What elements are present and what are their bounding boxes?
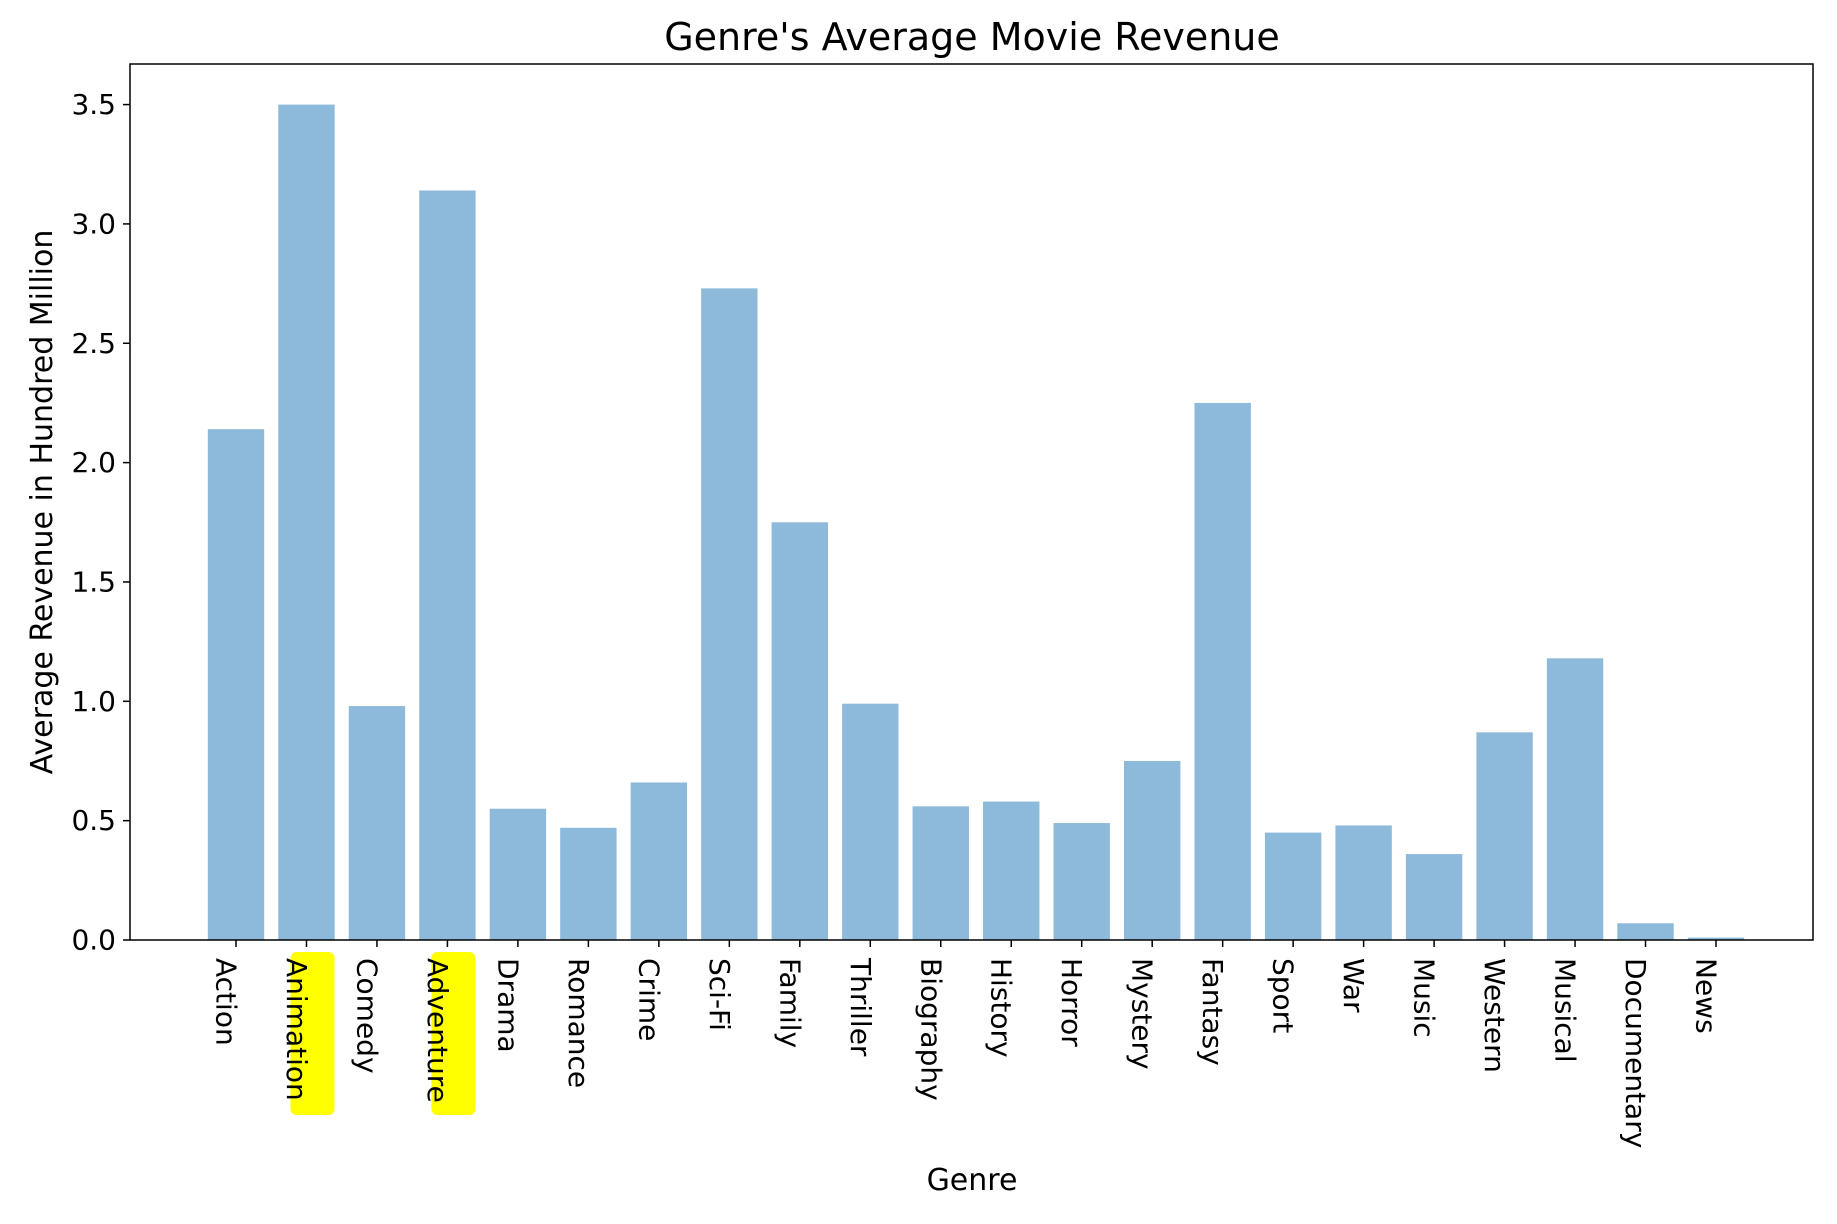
y-tick-label: 3.5 — [71, 88, 116, 121]
x-tick-label-biography: Biography — [914, 958, 947, 1101]
x-tick-label-horror: Horror — [1055, 958, 1088, 1047]
y-tick-label: 2.5 — [71, 327, 116, 360]
x-tick-label-animation: Animation — [280, 958, 313, 1101]
x-tick-label-crime: Crime — [632, 958, 665, 1041]
x-tick-label-sci-fi: Sci-Fi — [703, 958, 736, 1031]
bar-horror — [1053, 823, 1110, 940]
x-tick-label-sport: Sport — [1267, 958, 1300, 1033]
bars — [207, 104, 1745, 940]
x-tick-label-western: Western — [1478, 958, 1511, 1073]
y-tick-label: 0.0 — [71, 924, 116, 957]
y-tick-label: 1.0 — [71, 685, 116, 718]
x-tick-label-romance: Romance — [562, 958, 595, 1088]
bar-news — [1687, 937, 1745, 940]
bar-musical — [1546, 658, 1604, 940]
bar-family — [771, 522, 828, 940]
x-tick-label-family: Family — [773, 958, 806, 1048]
bar-war — [1335, 825, 1392, 940]
chart-title: Genre's Average Movie Revenue — [664, 15, 1280, 59]
x-tick-label-comedy: Comedy — [350, 958, 383, 1074]
x-tick-label-fantasy: Fantasy — [1196, 958, 1229, 1066]
x-tick-label-musical: Musical — [1549, 958, 1582, 1063]
x-tick-label-thriller: Thriller — [844, 957, 877, 1057]
x-tick-label-music: Music — [1408, 958, 1441, 1038]
highlight-adventure — [431, 952, 476, 1115]
x-tick-label-drama: Drama — [491, 958, 524, 1053]
bar-mystery — [1124, 760, 1181, 940]
bar-adventure — [419, 190, 476, 940]
bar-crime — [630, 782, 688, 940]
x-tick-label-mystery: Mystery — [1126, 958, 1159, 1070]
x-tick-label-adventure: Adventure — [421, 958, 454, 1103]
bar-sport — [1264, 832, 1322, 940]
y-tick-label: 3.0 — [71, 207, 116, 240]
x-tick-label-war: War — [1337, 958, 1370, 1013]
bar-comedy — [348, 706, 406, 940]
x-tick-label-action: Action — [210, 958, 243, 1046]
x-tick-label-documentary: Documentary — [1619, 958, 1652, 1148]
bar-fantasy — [1194, 402, 1251, 940]
bar-action — [207, 429, 265, 940]
bar-western — [1476, 732, 1533, 940]
y-tick-label: 1.5 — [71, 565, 116, 598]
bar-documentary — [1617, 923, 1674, 940]
y-tick-label: 2.0 — [71, 446, 116, 479]
plot-frame — [129, 63, 1814, 941]
highlight-animation — [290, 952, 335, 1115]
y-axis: 0.0 0.5 1.0 1.5 2.0 2.5 3.0 3.5 — [71, 88, 130, 957]
label-highlights — [290, 952, 476, 1115]
x-tick-label-history: History — [985, 958, 1018, 1058]
bar-animation — [278, 104, 335, 940]
bar-music — [1405, 854, 1463, 940]
bar-romance — [560, 827, 617, 940]
y-tick-label: 0.5 — [71, 804, 116, 837]
y-axis-title: Average Revenue in Hundred Million — [25, 230, 60, 775]
bar-drama — [489, 808, 547, 940]
bar-thriller — [842, 703, 899, 940]
bar-biography — [912, 806, 969, 940]
bar-sci-fi — [701, 288, 758, 940]
bar-history — [983, 801, 1040, 940]
x-axis: Action Animation Comedy Adventure Drama Roman… — [210, 940, 1723, 1148]
x-tick-label-news: News — [1690, 958, 1723, 1034]
x-axis-title: Genre — [927, 1163, 1018, 1198]
